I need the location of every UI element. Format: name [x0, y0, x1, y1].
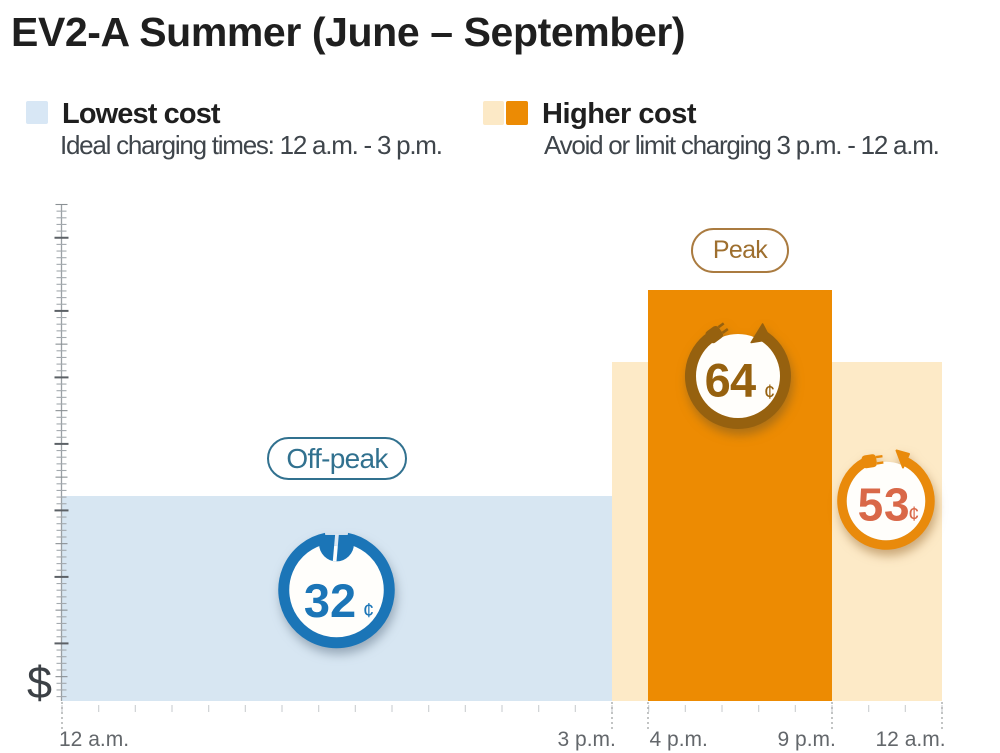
svg-text:53: 53: [858, 479, 911, 531]
svg-text:¢: ¢: [363, 600, 374, 622]
svg-text:¢: ¢: [764, 382, 775, 404]
svg-text:¢: ¢: [908, 504, 919, 526]
svg-text:64: 64: [705, 354, 756, 407]
svg-text:32: 32: [304, 574, 356, 627]
